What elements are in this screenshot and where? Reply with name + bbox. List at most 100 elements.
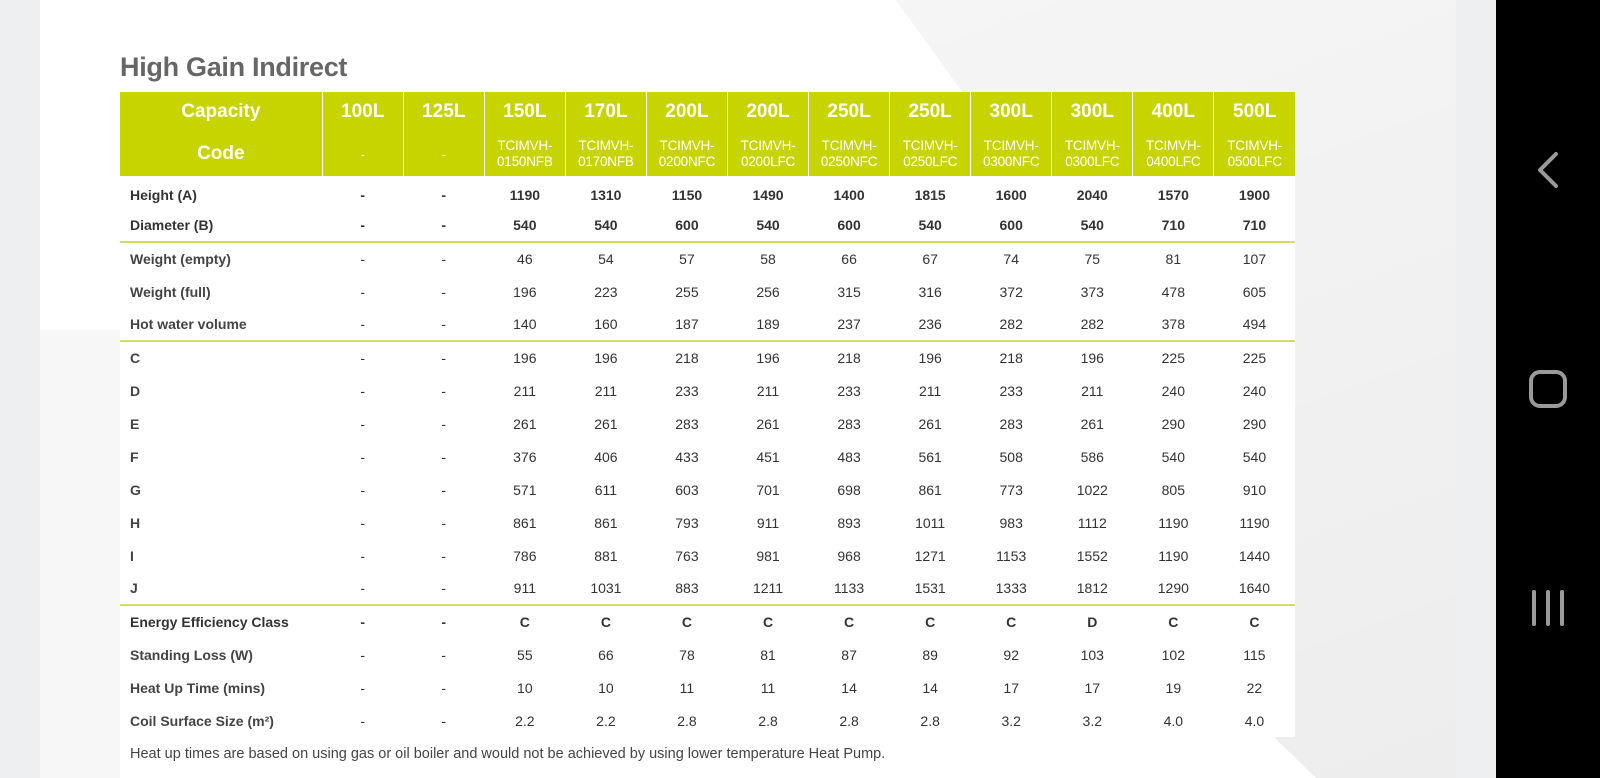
code-header-cell: TCIMVH- 0200NFC (646, 132, 728, 176)
table-cell: - (441, 514, 447, 531)
table-cell: 1333 (970, 572, 1052, 606)
table-cell: 78 (679, 646, 695, 663)
capacity-header-cell: 200L (646, 92, 728, 132)
table-cell: 378 (1132, 308, 1214, 342)
table-cell: 793 (675, 514, 699, 531)
table-cell: 233 (837, 382, 861, 399)
table-row: J - -911 1031 883 1211 1133 1531 1333 1812 1290 164… (120, 572, 1295, 606)
code-text: 0250LFC (903, 154, 958, 169)
table-cell: 225 (1242, 350, 1267, 366)
table-cell: 1900 (1238, 186, 1270, 203)
code-header-cell: TCIMVH- 0300LFC (1051, 132, 1134, 176)
table-cell: - (441, 251, 447, 267)
code-header-cell: TCIMVH- 0250NFC (808, 132, 891, 176)
table-cell: 805 (1161, 481, 1185, 498)
table-cell: 4.0 (1163, 712, 1184, 729)
android-navigation-bar (1496, 0, 1600, 778)
table-row: D - - 211 211 233 211 233 211 233 211 240 240 (120, 374, 1295, 407)
capacity-header-cell: 170L (565, 92, 647, 132)
table-cell: 115 (1243, 646, 1266, 663)
table-cell: - (403, 572, 485, 606)
table-cell: 218 (837, 350, 861, 366)
table-cell: - (360, 712, 366, 729)
table-cell: 74 (1003, 251, 1019, 267)
capacity-header-cell: 100L (322, 92, 404, 132)
table-cell: 406 (594, 448, 618, 465)
table-cell: C (844, 614, 855, 630)
table-cell: 17 (1003, 679, 1019, 696)
table-cell: 67 (922, 251, 938, 267)
home-button[interactable] (1496, 368, 1600, 410)
table-cell: 508 (999, 448, 1023, 465)
table-cell: 883 (646, 572, 728, 606)
table-cell: 103 (1080, 646, 1104, 663)
row-label: F (130, 448, 139, 465)
table-cell: 2.2 (596, 712, 616, 729)
table-cell: 283 (675, 415, 699, 432)
table-cell: - (441, 382, 447, 399)
table-cell: - (441, 415, 447, 432)
table-cell: C (600, 614, 611, 630)
code-text: - (441, 146, 446, 162)
table-cell: 315 (837, 283, 861, 300)
row-label: E (130, 415, 140, 432)
table-cell: 87 (841, 646, 857, 663)
table-cell: 910 (1242, 481, 1267, 498)
table-cell: 256 (756, 283, 780, 300)
table-cell: 102 (1161, 646, 1185, 663)
footnote: Heat up times are based on using gas or … (130, 746, 886, 762)
table-cell: 540 (565, 209, 647, 243)
table-cell: 66 (841, 251, 857, 267)
table-cell: 1150 (671, 186, 703, 203)
table-row: G - - 571 611 603 701 698 861 773 1022 805 910 (120, 473, 1295, 506)
table-cell: C (762, 614, 774, 630)
code-text: TCIMVH- (740, 138, 796, 153)
table-cell: D (1087, 614, 1098, 630)
capacity-header-cell: 300L (970, 92, 1053, 132)
table-cell: 710 (1213, 209, 1295, 243)
table-cell: - (441, 614, 447, 630)
table-cell: 540 (1051, 209, 1133, 243)
table-cell: - (441, 646, 447, 663)
spec-table: Capacity 100L 125L 150L 170L 200L 200L 250L 250… (120, 92, 1295, 737)
code-header-cell: - (403, 132, 485, 176)
table-cell: 911 (484, 572, 566, 606)
table-cell: - (441, 481, 447, 498)
table-cell: 981 (756, 547, 780, 564)
table-cell: 196 (513, 350, 537, 366)
table-cell: 290 (1161, 415, 1185, 432)
table-cell: - (441, 186, 447, 203)
table-cell: 1570 (1157, 186, 1189, 203)
table-cell: 968 (837, 547, 861, 564)
code-header-cell: TCIMVH- 0170NFB (565, 132, 647, 176)
row-label: Weight (empty) (130, 251, 231, 267)
table-cell: 540 (1161, 448, 1185, 465)
table-cell: 282 (1051, 308, 1133, 342)
table-cell: 540 (889, 209, 971, 243)
table-cell: 1190 (1239, 514, 1270, 531)
recent-apps-button[interactable] (1496, 588, 1600, 628)
table-cell: C (925, 614, 936, 630)
table-cell: 261 (756, 415, 780, 432)
table-row: Weight (empty) - - 46 54 57 58 66 67 74 75 81 107 (120, 242, 1295, 275)
table-cell: 54 (598, 251, 614, 267)
row-label: H (130, 514, 141, 531)
table-cell: - (441, 712, 447, 729)
table-cell: 81 (1165, 251, 1182, 267)
table-cell: 211 (513, 382, 536, 399)
row-label: C (130, 350, 141, 366)
row-label: Coil Surface Size (m²) (130, 712, 274, 729)
table-cell: 1490 (752, 186, 784, 203)
code-text: TCIMVH- (1227, 138, 1283, 153)
row-label: Standing Loss (W) (130, 646, 253, 663)
document-page: High Gain Indirect Capacity 100L 125L 150L… (40, 0, 1456, 778)
capacity-header-cell: 125L (403, 92, 485, 132)
table-row: Hot water volume - -140 160 187 189 237 236 282 2… (120, 308, 1295, 342)
table-cell: 600 (808, 209, 890, 243)
back-button[interactable] (1496, 150, 1600, 190)
row-label: Hot water volume (120, 308, 323, 342)
table-cell: 196 (918, 350, 942, 366)
table-cell: - (322, 572, 404, 606)
code-header-cell: TCIMVH- 0400LFC (1132, 132, 1215, 176)
table-cell: 571 (513, 481, 537, 498)
